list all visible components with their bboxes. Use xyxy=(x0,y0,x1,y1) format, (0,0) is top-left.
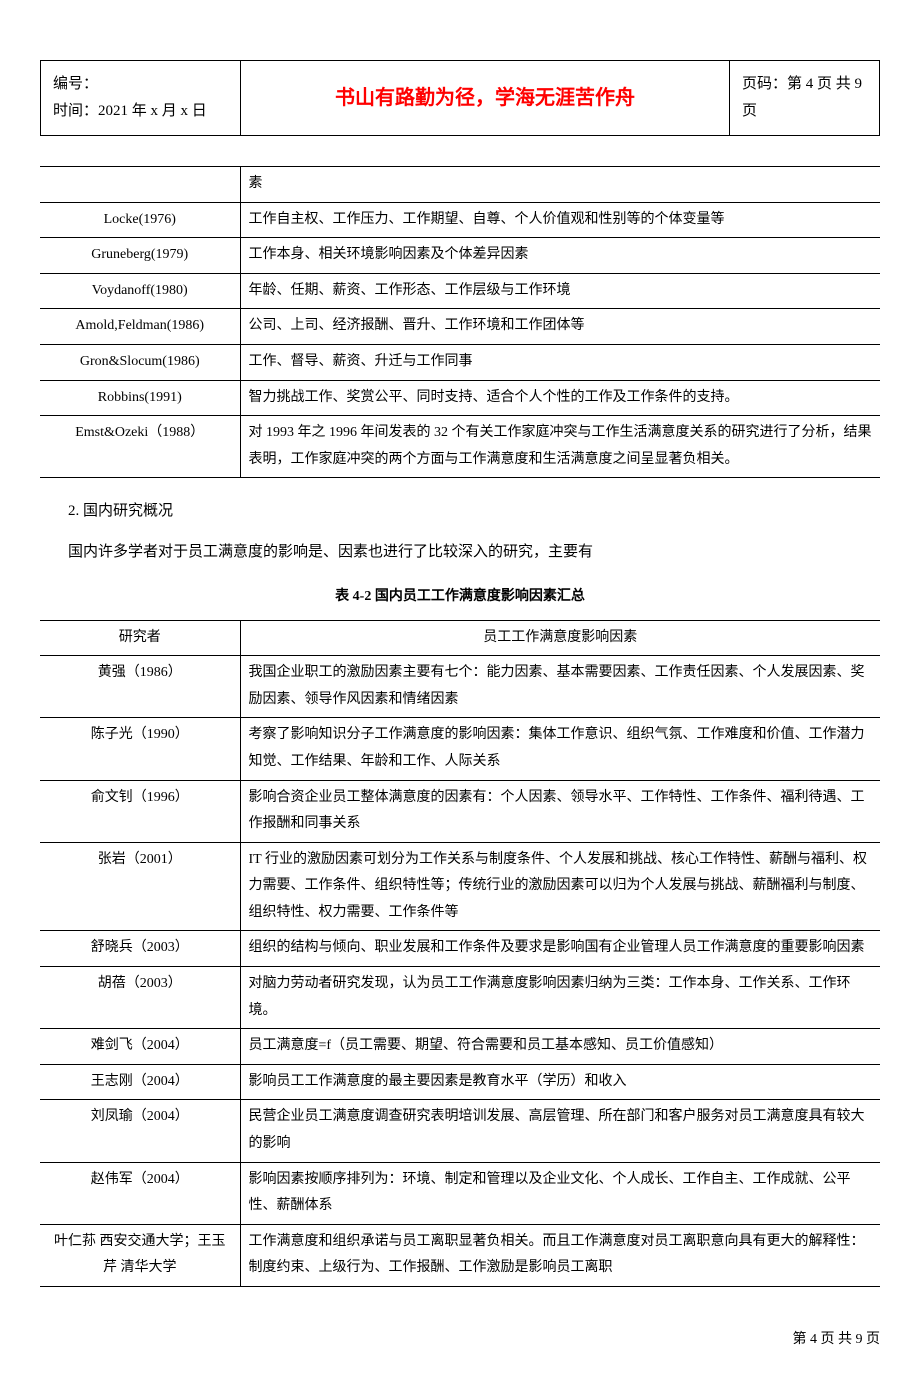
factors-cell: 我国企业职工的激励因素主要有七个：能力因素、基本需要因素、工作责任因素、个人发展… xyxy=(240,656,880,718)
table-row: Locke(1976)工作自主权、工作压力、工作期望、自尊、个人价值观和性别等的… xyxy=(40,202,880,238)
table-row: Robbins(1991)智力挑战工作、奖赏公平、同时支持、适合个人个性的工作及… xyxy=(40,380,880,416)
researcher-cell: 陈子光（1990） xyxy=(40,718,240,780)
researcher-cell: Emst&Ozeki（1988） xyxy=(40,416,240,478)
table-row: 陈子光（1990）考察了影响知识分子工作满意度的影响因素：集体工作意识、组织气氛… xyxy=(40,718,880,780)
doc-number-label: 编号： xyxy=(53,71,228,98)
table-row: 舒晓兵（2003）组织的结构与倾向、职业发展和工作条件及要求是影响国有企业管理人… xyxy=(40,931,880,967)
factors-cell: 工作本身、相关环境影响因素及个体差异因素 xyxy=(240,238,880,274)
table-header-row: 研究者员工工作满意度影响因素 xyxy=(40,620,880,656)
section-2-heading: 2. 国内研究概况 xyxy=(68,498,880,525)
table-row: 难剑飞（2004）员工满意度=f（员工需要、期望、符合需要和员工基本感知、员工价… xyxy=(40,1029,880,1065)
researcher-cell: Gruneberg(1979) xyxy=(40,238,240,274)
researcher-cell: 张岩（2001） xyxy=(40,842,240,931)
factors-cell: 智力挑战工作、奖赏公平、同时支持、适合个人个性的工作及工作条件的支持。 xyxy=(240,380,880,416)
table-4-2-caption: 表 4-2 国内员工工作满意度影响因素汇总 xyxy=(40,584,880,609)
table-row: 张岩（2001）IT 行业的激励因素可划分为工作关系与制度条件、个人发展和挑战、… xyxy=(40,842,880,931)
researcher-cell: 难剑飞（2004） xyxy=(40,1029,240,1065)
table-row: 胡蓓（2003）对脑力劳动者研究发现，认为员工工作满意度影响因素归纳为三类：工作… xyxy=(40,967,880,1029)
table-row: 素 xyxy=(40,167,880,203)
table-row: Voydanoff(1980)年龄、任期、薪资、工作形态、工作层级与工作环境 xyxy=(40,273,880,309)
factors-cell: 对 1993 年之 1996 年间发表的 32 个有关工作家庭冲突与工作生活满意… xyxy=(240,416,880,478)
factors-cell: IT 行业的激励因素可划分为工作关系与制度条件、个人发展和挑战、核心工作特性、薪… xyxy=(240,842,880,931)
factors-cell: 影响员工工作满意度的最主要因素是教育水平（学历）和收入 xyxy=(240,1064,880,1100)
col-header-factors: 员工工作满意度影响因素 xyxy=(240,620,880,656)
factors-cell: 组织的结构与倾向、职业发展和工作条件及要求是影响国有企业管理人员工作满意度的重要… xyxy=(240,931,880,967)
researcher-cell: 刘凤瑜（2004） xyxy=(40,1100,240,1162)
table-row: 王志刚（2004）影响员工工作满意度的最主要因素是教育水平（学历）和收入 xyxy=(40,1064,880,1100)
table-row: 叶仁荪 西安交通大学；王玉芹 清华大学工作满意度和组织承诺与员工离职显著负相关。… xyxy=(40,1224,880,1286)
factors-cell: 工作自主权、工作压力、工作期望、自尊、个人价值观和性别等的个体变量等 xyxy=(240,202,880,238)
researcher-cell: 王志刚（2004） xyxy=(40,1064,240,1100)
factors-cell: 公司、上司、经济报酬、晋升、工作环境和工作团体等 xyxy=(240,309,880,345)
researcher-cell: 舒晓兵（2003） xyxy=(40,931,240,967)
researcher-cell: 赵伟军（2004） xyxy=(40,1162,240,1224)
page-header: 编号： 时间：2021 年 x 月 x 日 书山有路勤为径，学海无涯苦作舟 页码… xyxy=(40,60,880,136)
factors-cell: 民营企业员工满意度调查研究表明培训发展、高层管理、所在部门和客户服务对员工满意度… xyxy=(240,1100,880,1162)
factors-cell: 考察了影响知识分子工作满意度的影响因素：集体工作意识、组织气氛、工作难度和价值、… xyxy=(240,718,880,780)
researcher-cell xyxy=(40,167,240,203)
doc-date-label: 时间：2021 年 x 月 x 日 xyxy=(53,98,228,125)
factors-cell: 影响因素按顺序排列为：环境、制定和管理以及企业文化、个人成长、工作自主、工作成就… xyxy=(240,1162,880,1224)
factors-cell: 素 xyxy=(240,167,880,203)
header-left-cell: 编号： 时间：2021 年 x 月 x 日 xyxy=(41,61,241,136)
factors-cell: 工作、督导、薪资、升迁与工作同事 xyxy=(240,344,880,380)
col-header-researcher: 研究者 xyxy=(40,620,240,656)
factors-cell: 工作满意度和组织承诺与员工离职显著负相关。而且工作满意度对员工离职意向具有更大的… xyxy=(240,1224,880,1286)
researcher-cell: Robbins(1991) xyxy=(40,380,240,416)
researcher-cell: Locke(1976) xyxy=(40,202,240,238)
table-row: Gruneberg(1979)工作本身、相关环境影响因素及个体差异因素 xyxy=(40,238,880,274)
table-row: Gron&Slocum(1986)工作、督导、薪资、升迁与工作同事 xyxy=(40,344,880,380)
factors-cell: 影响合资企业员工整体满意度的因素有：个人因素、领导水平、工作特性、工作条件、福利… xyxy=(240,780,880,842)
section-2-paragraph: 国内许多学者对于员工满意度的影响是、因素也进行了比较深入的研究，主要有 xyxy=(68,539,880,566)
researcher-cell: 黄强（1986） xyxy=(40,656,240,718)
factors-cell: 员工满意度=f（员工需要、期望、符合需要和员工基本感知、员工价值感知） xyxy=(240,1029,880,1065)
header-page-label: 页码：第 4 页 共 9 页 xyxy=(730,61,880,136)
table-row: Amold,Feldman(1986)公司、上司、经济报酬、晋升、工作环境和工作… xyxy=(40,309,880,345)
table-foreign-researchers: 素Locke(1976)工作自主权、工作压力、工作期望、自尊、个人价值观和性别等… xyxy=(40,166,880,478)
researcher-cell: 叶仁荪 西安交通大学；王玉芹 清华大学 xyxy=(40,1224,240,1286)
researcher-cell: 俞文钊（1996） xyxy=(40,780,240,842)
table-row: 俞文钊（1996）影响合资企业员工整体满意度的因素有：个人因素、领导水平、工作特… xyxy=(40,780,880,842)
researcher-cell: Amold,Feldman(1986) xyxy=(40,309,240,345)
table-domestic-researchers: 研究者员工工作满意度影响因素黄强（1986）我国企业职工的激励因素主要有七个：能… xyxy=(40,620,880,1287)
header-motto: 书山有路勤为径，学海无涯苦作舟 xyxy=(241,61,730,136)
researcher-cell: Voydanoff(1980) xyxy=(40,273,240,309)
researcher-cell: 胡蓓（2003） xyxy=(40,967,240,1029)
table-row: Emst&Ozeki（1988）对 1993 年之 1996 年间发表的 32 … xyxy=(40,416,880,478)
table-row: 刘凤瑜（2004）民营企业员工满意度调查研究表明培训发展、高层管理、所在部门和客… xyxy=(40,1100,880,1162)
page-footer: 第 4 页 共 9 页 xyxy=(40,1327,880,1352)
table-row: 赵伟军（2004）影响因素按顺序排列为：环境、制定和管理以及企业文化、个人成长、… xyxy=(40,1162,880,1224)
researcher-cell: Gron&Slocum(1986) xyxy=(40,344,240,380)
factors-cell: 对脑力劳动者研究发现，认为员工工作满意度影响因素归纳为三类：工作本身、工作关系、… xyxy=(240,967,880,1029)
factors-cell: 年龄、任期、薪资、工作形态、工作层级与工作环境 xyxy=(240,273,880,309)
table-row: 黄强（1986）我国企业职工的激励因素主要有七个：能力因素、基本需要因素、工作责… xyxy=(40,656,880,718)
